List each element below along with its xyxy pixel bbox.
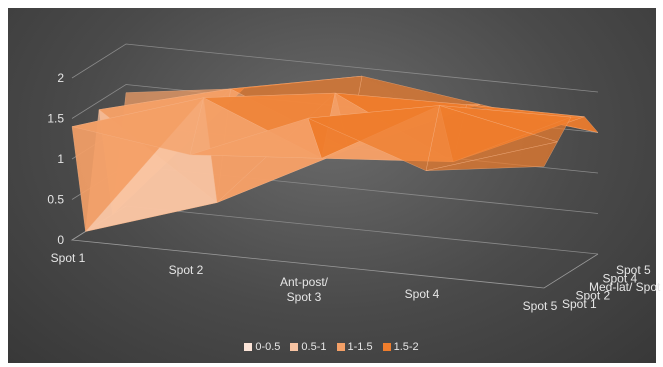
x-tick-label: Spot 5	[523, 299, 558, 313]
gridline	[71, 43, 599, 93]
y-tick-label: Spot 4	[603, 272, 638, 286]
legend-item: 0-0.5	[244, 338, 280, 356]
legend-swatch	[244, 343, 253, 351]
x-tick-label: Spot 2	[169, 263, 204, 277]
legend-label: 1.5-2	[393, 341, 419, 353]
y-tick-label: Spot 2	[576, 289, 611, 303]
y-tick-label: Med-lat/ Spot 3	[589, 280, 663, 294]
z-tick-label: 0.5	[47, 193, 64, 207]
y-tick-label: Spot 1	[562, 297, 597, 311]
legend-label: 0.5-1	[301, 341, 327, 353]
z-tick-label: 0	[57, 233, 64, 247]
surface-facet	[189, 117, 322, 159]
z-tick-label: 1.5	[47, 112, 64, 126]
legend-label: 1-1.5	[347, 341, 373, 353]
x-tick-label: Spot 4	[405, 287, 440, 301]
chart-legend: 0-0.5 0.5-1 1-1.5 1.5-2	[0, 338, 663, 356]
z-tick-label: 2	[57, 71, 64, 85]
legend-swatch	[336, 343, 345, 351]
legend-item: 0.5-1	[290, 338, 327, 356]
x-tick-label: Ant-post/Spot 3	[280, 275, 329, 304]
legend-swatch	[290, 343, 299, 351]
y-tick-label: Spot 5	[616, 263, 651, 277]
legend-swatch	[382, 343, 391, 351]
surface-facet	[425, 141, 558, 171]
legend-item: 1.5-2	[382, 338, 419, 356]
legend-item: 1-1.5	[336, 338, 373, 356]
base-outline	[70, 205, 599, 289]
surface-facet	[307, 105, 440, 172]
z-tick-label: 1	[57, 152, 64, 166]
legend-label: 0-0.5	[255, 341, 281, 353]
surface-facet	[71, 97, 204, 156]
x-tick-label: Spot 1	[51, 251, 86, 265]
